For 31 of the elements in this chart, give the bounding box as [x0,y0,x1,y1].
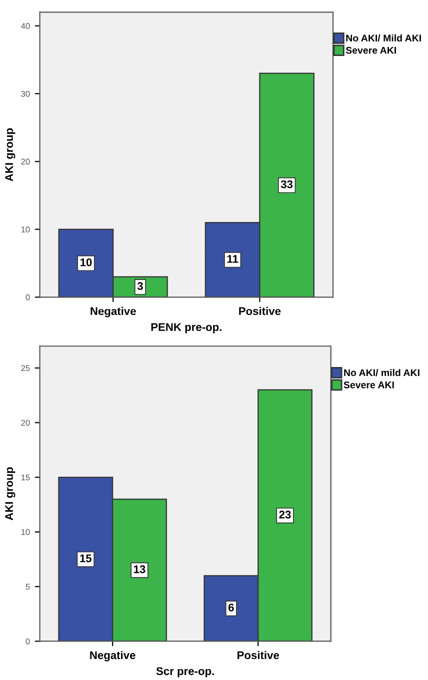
x-axis-title: Scr pre-op. [156,667,214,678]
y-tick-label: 0 [26,638,30,644]
legend-label: No AKI/ Mild AKI [346,34,421,42]
y-tick-label: 15 [21,474,30,480]
legend-label: No AKI/ mild AKI [344,368,420,376]
y-tick-label: 10 [21,226,30,232]
y-tick-label: 0 [26,294,30,300]
y-tick-label: 5 [26,584,30,590]
x-tick-label: Negative [90,650,136,662]
data-label: 6 [228,604,234,612]
data-label: 11 [227,255,238,263]
x-tick-label: Negative [90,306,136,318]
y-tick-label: 40 [21,23,30,29]
y-axis-title: AKI group [5,128,16,182]
data-label: 33 [280,180,293,188]
data-label: 13 [134,565,146,574]
x-tick-label: Positive [239,306,281,316]
y-tick-label: 10 [21,529,30,536]
y-axis-title: AKI group [5,467,16,520]
x-tick-label: Positive [238,650,280,660]
y-tick-label: 30 [21,90,30,97]
data-label: 10 [80,258,92,266]
legend-label: Severe AKI [344,381,394,388]
y-tick-label: 20 [21,158,30,165]
data-label: 23 [279,510,291,519]
y-tick-label: 20 [21,420,30,426]
y-tick-label: 25 [21,365,30,372]
x-axis-title: PENK pre-op. [151,323,222,334]
data-label: 15 [80,554,92,562]
legend-label: Severe AKI [346,46,396,54]
data-label: 3 [137,282,143,290]
